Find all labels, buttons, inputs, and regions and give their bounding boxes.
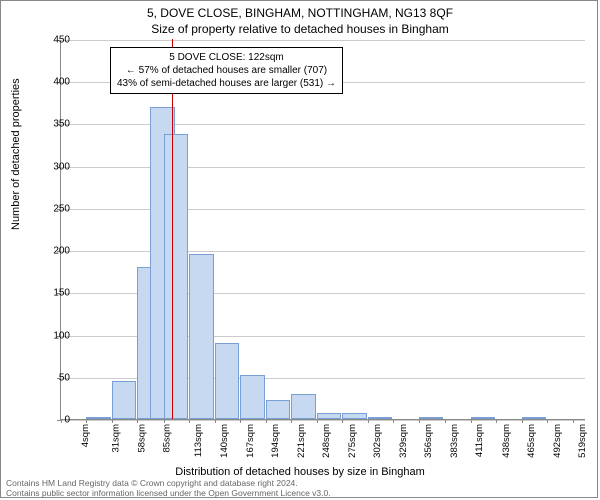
- chart-title: 5, DOVE CLOSE, BINGHAM, NOTTINGHAM, NG13…: [0, 6, 600, 20]
- xtick-mark: [215, 419, 216, 423]
- xtick-label: 113sqm: [193, 424, 204, 457]
- histogram-bar: [164, 134, 188, 419]
- xtick-label: 85sqm: [162, 424, 173, 453]
- xtick-label: 221sqm: [296, 424, 307, 458]
- gridline: [61, 40, 585, 41]
- histogram-bar: [522, 417, 546, 419]
- xtick-mark: [368, 419, 369, 423]
- xtick-label: 140sqm: [219, 424, 230, 458]
- xtick-mark: [547, 419, 548, 423]
- xtick-mark: [240, 419, 241, 423]
- gridline: [61, 124, 585, 125]
- xtick-label: 302sqm: [372, 424, 383, 458]
- ytick-label: 350: [40, 119, 70, 130]
- xtick-label: 411sqm: [474, 424, 485, 457]
- gridline: [61, 209, 585, 210]
- xtick-mark: [317, 419, 318, 423]
- gridline: [61, 251, 585, 252]
- xtick-mark: [496, 419, 497, 423]
- x-axis-label: Distribution of detached houses by size …: [0, 466, 600, 478]
- xtick-label: 329sqm: [398, 424, 409, 458]
- xtick-label: 58sqm: [137, 424, 148, 453]
- ytick-label: 200: [40, 246, 70, 257]
- histogram-bar: [291, 394, 315, 419]
- gridline: [61, 420, 585, 421]
- annotation-line-1: 5 DOVE CLOSE: 122sqm: [117, 51, 336, 64]
- xtick-mark: [471, 419, 472, 423]
- xtick-mark: [291, 419, 292, 423]
- xtick-mark: [573, 419, 574, 423]
- gridline: [61, 167, 585, 168]
- histogram-bar: [419, 417, 443, 419]
- chart-container: 5, DOVE CLOSE, BINGHAM, NOTTINGHAM, NG13…: [0, 0, 600, 500]
- xtick-label: 194sqm: [270, 424, 281, 458]
- xtick-label: 438sqm: [501, 424, 512, 458]
- ytick-label: 450: [40, 35, 70, 46]
- xtick-mark: [164, 419, 165, 423]
- xtick-mark: [342, 419, 343, 423]
- property-marker-line: [172, 39, 173, 419]
- ytick-label: 400: [40, 77, 70, 88]
- histogram-bar: [368, 417, 392, 419]
- ytick-label: 0: [40, 415, 70, 426]
- histogram-bar: [112, 381, 136, 419]
- xtick-mark: [137, 419, 138, 423]
- xtick-label: 383sqm: [449, 424, 460, 458]
- histogram-bar: [471, 417, 495, 419]
- footer-line-1: Contains HM Land Registry data © Crown c…: [6, 478, 331, 488]
- xtick-mark: [419, 419, 420, 423]
- xtick-label: 519sqm: [577, 424, 588, 458]
- annotation-line-3: 43% of semi-detached houses are larger (…: [117, 77, 336, 90]
- histogram-bar: [342, 413, 366, 419]
- histogram-bar: [266, 400, 290, 419]
- histogram-bar: [86, 417, 110, 419]
- ytick-label: 300: [40, 161, 70, 172]
- xtick-mark: [393, 419, 394, 423]
- histogram-bar: [317, 413, 341, 419]
- histogram-bar: [240, 375, 264, 419]
- chart-subtitle: Size of property relative to detached ho…: [0, 22, 600, 36]
- xtick-mark: [266, 419, 267, 423]
- xtick-label: 356sqm: [423, 424, 434, 458]
- xtick-label: 465sqm: [526, 424, 537, 458]
- xtick-label: 275sqm: [347, 424, 358, 458]
- annotation-box: 5 DOVE CLOSE: 122sqm← 57% of detached ho…: [110, 47, 343, 94]
- xtick-label: 4sqm: [80, 424, 91, 447]
- xtick-label: 167sqm: [245, 424, 256, 458]
- xtick-label: 492sqm: [552, 424, 563, 458]
- xtick-mark: [445, 419, 446, 423]
- plot-area: [60, 40, 585, 420]
- ytick-label: 100: [40, 330, 70, 341]
- xtick-mark: [86, 419, 87, 423]
- ytick-label: 150: [40, 288, 70, 299]
- xtick-mark: [189, 419, 190, 423]
- xtick-label: 31sqm: [111, 424, 122, 453]
- ytick-label: 250: [40, 203, 70, 214]
- xtick-label: 248sqm: [321, 424, 332, 458]
- xtick-mark: [522, 419, 523, 423]
- xtick-mark: [112, 419, 113, 423]
- histogram-bar: [189, 254, 213, 419]
- y-axis-label: Number of detached properties: [10, 78, 22, 230]
- annotation-line-2: ← 57% of detached houses are smaller (70…: [117, 64, 336, 77]
- footer-line-2: Contains public sector information licen…: [6, 488, 331, 498]
- footer-attribution: Contains HM Land Registry data © Crown c…: [6, 478, 331, 498]
- histogram-bar: [215, 343, 239, 419]
- ytick-label: 50: [40, 372, 70, 383]
